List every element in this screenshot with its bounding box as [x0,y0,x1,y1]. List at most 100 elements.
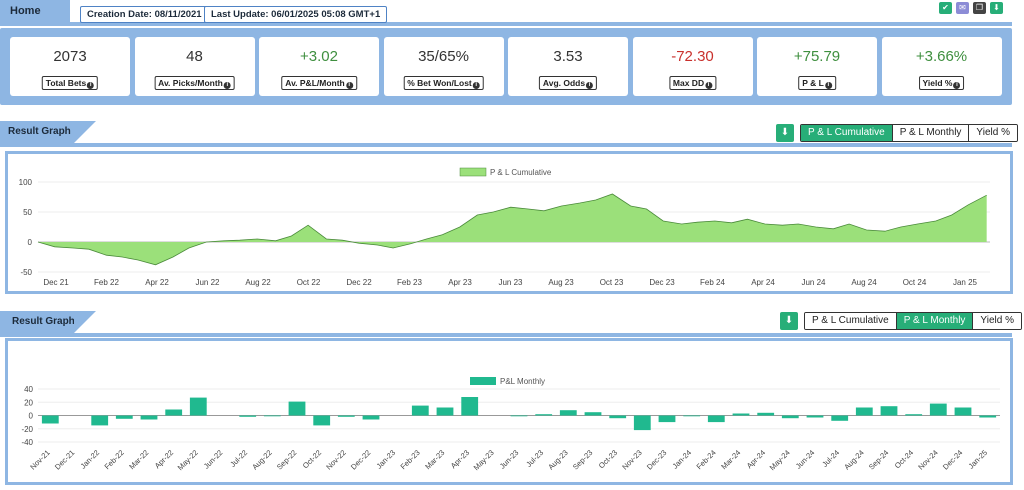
bar [929,403,947,416]
graph1-tab-yield[interactable]: Yield % [969,125,1017,141]
last-update-badge: Last Update: 06/01/2025 05:08 GMT+1 [204,6,388,23]
stat-label[interactable]: % Bet Won/Lost i [403,76,484,90]
graph1-tab-bg [0,121,74,143]
graph1-tab-pl-monthly[interactable]: P & L Monthly [892,125,970,141]
graph2-underline [0,333,1012,337]
info-icon[interactable]: i [586,82,594,89]
y-tick-label: 50 [23,208,32,217]
x-tick-label: Dec 21 [43,278,69,287]
mail-icon[interactable]: ✉ [956,2,969,14]
info-icon[interactable]: i [705,82,713,89]
series-line [37,193,987,266]
stat-label-text: Total Bets [45,78,87,88]
stat-label[interactable]: Av. P&L/Month i [281,76,357,90]
stat-label[interactable]: Total Bets i [41,76,99,90]
x-tick-label: Jun 23 [498,278,523,287]
cumulative-chart: 100 50 0 -50 P & L Cumulative Dec 21 Feb 22 Apr… [19,167,990,287]
bar [633,415,651,431]
graph2-download-button[interactable]: ⬇ [780,312,798,330]
graph2-tab-bg [0,311,74,333]
stat-value: +75.79 [793,48,841,65]
info-icon[interactable]: i [953,82,961,89]
bar [510,415,528,417]
x-tick-label: Aug-23 [546,448,569,471]
home-underline [0,22,1012,26]
stat-value: 48 [186,48,203,65]
x-tick-label: Dec 22 [346,278,372,287]
x-tick-label: May-22 [176,448,200,472]
bar [683,415,701,417]
x-tick-label: Jun 22 [195,278,220,287]
x-tick-label: Oct 22 [297,278,321,287]
x-tick-label: Jan 25 [953,278,978,287]
stat-label[interactable]: Av. Picks/Month i [154,76,235,90]
graph2-tab-pl-cumulative[interactable]: P & L Cumulative [805,313,897,329]
stat-value: 3.53 [553,48,583,65]
bar [855,407,873,416]
copy-icon[interactable]: ❐ [973,2,986,14]
stat-card-max-dd: -72.30 Max DD i [632,37,753,96]
x-tick-label: Feb-24 [695,448,718,471]
check-icon[interactable]: ✔ [939,2,952,14]
bar [609,415,627,419]
x-tick-label: Jun-24 [794,448,817,471]
x-tick-label: Jul-22 [228,448,249,469]
stat-label-text: Av. Picks/Month [158,78,223,88]
x-tick-label: Jul-23 [524,448,545,469]
graph2-tab-yield[interactable]: Yield % [973,313,1021,329]
stat-label[interactable]: Yield % i [918,76,965,90]
x-tick-label: Dec-22 [349,448,372,471]
x-tick-label: Dec-23 [645,448,668,471]
bar [115,415,133,419]
y-tick-label: 100 [19,178,33,187]
stat-label[interactable]: Avg. Odds i [538,76,598,90]
graph2-tab-pl-monthly[interactable]: P & L Monthly [896,313,974,329]
x-tick-label: May-23 [472,448,496,472]
bar [239,415,257,417]
x-tick-label: Oct-24 [893,448,915,470]
info-icon[interactable]: i [824,82,832,89]
stat-label[interactable]: Max DD i [668,76,717,90]
bar [313,415,331,426]
graph2-tab-notch [74,311,96,333]
y-tick-label: -40 [21,438,33,447]
info-icon[interactable]: i [345,82,353,89]
stat-card-won-lost: 35/65% % Bet Won/Lost i [383,37,504,96]
result-graph-1-header: Result Graph [0,121,1012,147]
bar [165,409,183,416]
x-tick-label: Dec-21 [53,448,76,471]
download-icon[interactable]: ⬇ [990,2,1003,14]
x-tick-label: Aug-22 [250,448,273,471]
info-icon[interactable]: i [87,82,95,89]
x-tick-label: Feb-22 [103,448,126,471]
stat-label-text: P & L [802,78,824,88]
stat-label-text: Max DD [672,78,705,88]
x-tick-label: Feb 22 [94,278,119,287]
x-tick-label: Feb-23 [399,448,422,471]
x-tick-label: Nov-21 [28,448,51,471]
bar [781,415,799,419]
y-tick-label: 40 [24,385,33,394]
graph1-title: Result Graph [8,126,71,137]
bar [954,407,972,416]
bar [559,410,577,416]
x-tick-label: Oct-22 [301,448,323,470]
x-tick-label: Sep-24 [867,448,890,471]
x-tick-label: Feb 23 [397,278,422,287]
graph1-tab-pl-cumulative[interactable]: P & L Cumulative [801,125,893,141]
bar [905,414,923,416]
info-icon[interactable]: i [223,82,231,89]
y-tick-label: 0 [29,412,34,421]
x-tick-label: Sep-23 [571,448,594,471]
stat-value: +3.02 [300,48,338,65]
stat-label-text: % Bet Won/Lost [407,78,472,88]
graph1-download-button[interactable]: ⬇ [776,124,794,142]
stat-label-text: Av. P&L/Month [285,78,345,88]
x-tick-label: Mar-22 [127,448,150,471]
y-tick-label: 20 [24,398,33,407]
home-tab[interactable]: Home [0,0,48,22]
info-icon[interactable]: i [472,82,480,89]
x-tick-label: Apr 22 [145,278,169,287]
